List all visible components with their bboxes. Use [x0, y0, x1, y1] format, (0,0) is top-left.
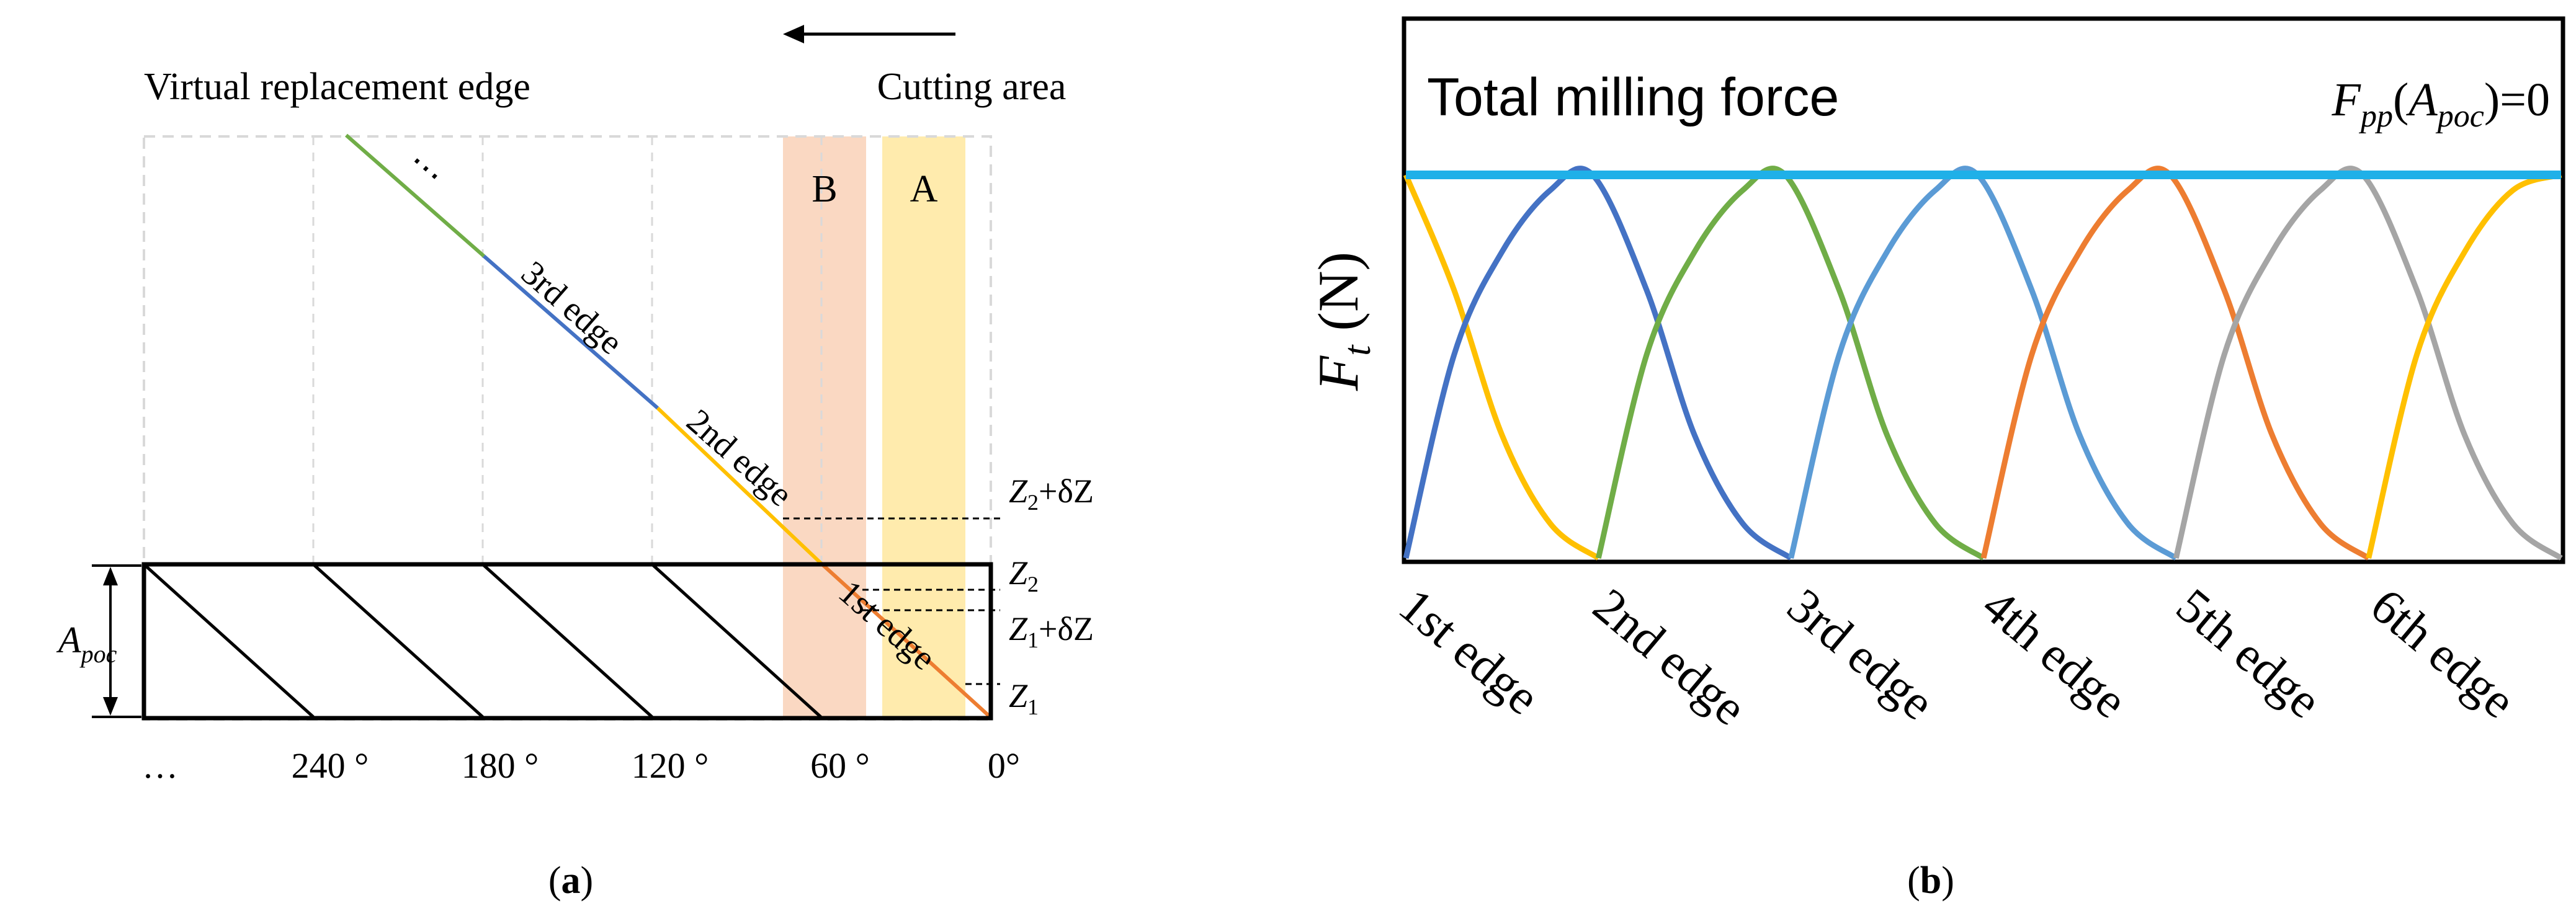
category-label: 6th edge	[2360, 578, 2525, 729]
edge-label-3rd: 3rd edge	[514, 254, 630, 362]
angle-tick-ellipsis: …	[142, 745, 178, 786]
diagonal-4	[651, 563, 822, 718]
caption-b: (b)	[1907, 860, 1954, 902]
angle-tick-0: 0°	[988, 745, 1020, 786]
workpiece-diagonals	[143, 563, 822, 718]
series-line-edge-yellow-start	[1403, 174, 1600, 561]
angle-tick-60: 60 °	[810, 745, 870, 786]
chart-title: Total milling force	[1427, 68, 1839, 127]
z1-dz-label: Z1+δZ	[1009, 610, 1094, 652]
fpp-label: Fpp(Apoc)=0	[2332, 74, 2550, 134]
edge-segment-2nd	[656, 406, 823, 565]
workpiece-box	[141, 562, 993, 721]
apoc-arrowhead-down	[103, 697, 118, 716]
category-label: 2nd edge	[1583, 578, 1756, 735]
virtual-edge-title: Virtual replacement edge	[144, 66, 530, 108]
apoc-dimension	[92, 564, 141, 718]
cutting-direction-arrow	[783, 25, 955, 43]
z-reference-lines	[783, 517, 1000, 685]
edge-segment-3rd	[483, 254, 659, 410]
panel-a: Apoc Z2+δZ Z2 Z1+δZ Z1 Virtual replaceme…	[56, 25, 1094, 902]
cutting-arrowhead	[783, 25, 804, 43]
angle-tick-120: 120 °	[632, 745, 709, 786]
edge-segment-virtual	[345, 133, 485, 258]
region-b-band	[783, 136, 866, 719]
diagonal-1	[143, 563, 315, 718]
caption-a: (a)	[548, 860, 593, 902]
apoc-label: Apoc	[56, 620, 117, 668]
chart-frame	[1402, 16, 2565, 564]
cutting-area-title: Cutting area	[877, 66, 1067, 108]
angle-tick-240: 240 °	[292, 745, 369, 786]
region-a-label: A	[910, 168, 938, 210]
category-label: 4th edge	[1972, 578, 2137, 729]
z2-label: Z2	[1009, 554, 1039, 597]
apoc-arrowhead-up	[103, 567, 118, 585]
y-axis-label: Ft (N)	[1307, 252, 1379, 391]
region-b-label: B	[812, 168, 837, 210]
panel-b: Total milling force Fpp(Apoc)=0 Ft (N) 1…	[1307, 16, 2565, 902]
diagonal-3	[481, 563, 653, 718]
category-label: 1st edge	[1389, 578, 1549, 725]
angle-tick-180: 180 °	[462, 745, 539, 786]
z2-dz-label: Z2+δZ	[1009, 473, 1094, 515]
chart-plot-area	[1403, 166, 2563, 561]
z1-label: Z1	[1009, 677, 1039, 719]
diagonal-2	[312, 563, 484, 718]
region-a-band	[882, 136, 965, 719]
category-label: 3rd edge	[1777, 578, 1944, 731]
series-line-edge-yellow-end	[2366, 172, 2562, 559]
category-label: 5th edge	[2166, 578, 2331, 729]
edge-label-2nd: 2nd edge	[679, 402, 800, 514]
edge-segment-1st	[819, 561, 993, 719]
helix-edge-line	[345, 133, 993, 719]
helix-ellipsis: ⋯	[400, 143, 452, 195]
